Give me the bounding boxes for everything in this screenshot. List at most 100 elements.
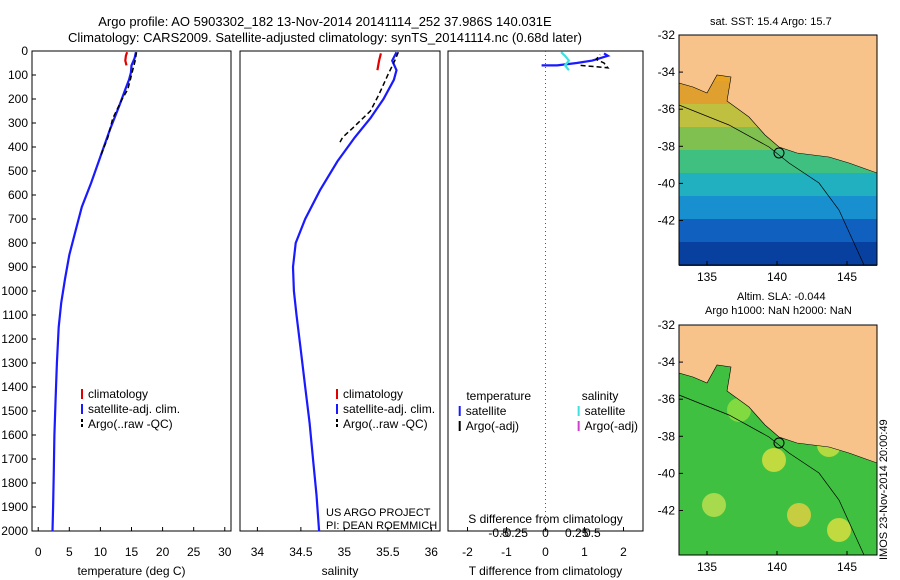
map-y-tick-label: -34 [658,65,676,79]
chart-title-line1: Argo profile: AO 5903302_182 13-Nov-2014… [98,14,552,29]
y-tick-label: 1700 [1,452,28,466]
map-x-tick-label: 140 [767,270,787,284]
map-y-tick-label: -32 [658,28,676,42]
x-axis-label-2: S difference from climatology [468,512,623,526]
x-tick-label: 35 [338,545,352,559]
series-line [376,53,382,71]
x-tick-label: -1 [501,545,512,559]
x-tick2-label: -0.5 [488,526,509,540]
x-tick-label: 5 [66,545,73,559]
x-tick-label: 2 [620,545,627,559]
legend-label: satellite-adj. clim. [88,402,180,416]
y-tick-label: 1100 [2,308,28,322]
series-line [541,52,611,67]
series-line [560,51,571,71]
x-tick-label: 34.5 [289,545,313,559]
y-tick-label: 2000 [1,524,28,538]
y-tick-label: 1900 [1,500,28,514]
land-mass [678,324,878,464]
map-y-tick-label: -42 [658,213,676,227]
legend-label: Argo(..raw -QC) [88,417,173,431]
sla-map-title-1: Altim. SLA: -0.044 [737,291,826,303]
x-tick-label: 25 [187,545,201,559]
legend-label: satellite [585,404,626,418]
y-tick-label: 800 [8,236,28,250]
panel-frame-temperature [31,50,232,532]
x-tick-label: 15 [125,545,139,559]
sst-band [679,242,877,266]
legend-header: temperature [466,389,531,403]
map-y-tick-label: -40 [658,176,676,190]
map-y-tick-label: -42 [658,503,676,517]
y-tick-label: 700 [8,212,28,226]
legend-label: satellite [466,404,507,418]
y-tick-label: 400 [8,140,28,154]
map-y-tick-label: -36 [658,102,676,116]
series-line [339,51,399,143]
legend-label: climatology [88,387,148,401]
x-axis-label: T difference from climatology [469,564,623,578]
map-x-tick-label: 135 [697,560,717,574]
x-tick-label: 30 [218,545,232,559]
map-y-tick-label: -32 [658,318,676,332]
x-tick2-label: 0 [542,526,549,540]
depth-contour [678,104,865,266]
sst-map-title: sat. SST: 15.4 Argo: 15.7 [710,16,832,28]
x-tick2-label: 0.5 [584,526,601,540]
x-tick-label: 0 [542,545,549,559]
x-tick-label: 36 [425,545,439,559]
sla-blob [787,503,811,527]
series-line [99,52,138,157]
series-line [291,51,398,532]
map-x-tick-label: 140 [767,560,787,574]
y-tick-label: 1300 [1,356,28,370]
y-tick-label: 900 [8,260,28,274]
legend-label: satellite-adj. clim. [343,402,435,416]
y-tick-label: 1800 [1,476,28,490]
x-tick-label: 1 [581,545,588,559]
map-x-tick-label: 145 [837,560,857,574]
sst-band [679,219,877,243]
map-y-tick-label: -40 [658,466,676,480]
y-tick-label: 200 [8,92,28,106]
map-y-tick-label: -38 [658,429,676,443]
map-frame [678,324,878,556]
y-tick-label: 100 [8,68,28,82]
y-tick-label: 500 [8,164,28,178]
map-x-tick-label: 135 [697,270,717,284]
x-tick-label: 34 [251,545,265,559]
y-tick-label: 1200 [1,332,28,346]
map-x-tick-label: 145 [837,270,857,284]
legend-label: Argo(..raw -QC) [343,417,428,431]
legend-header: salinity [582,389,619,403]
x-axis-label: temperature (deg C) [77,564,185,578]
map-frame [678,34,878,266]
sst-band [679,196,877,220]
legend-label: Argo(-adj) [466,419,519,433]
x-tick-label: 10 [94,545,108,559]
sla-blob [762,448,786,472]
project-label-1: US ARGO PROJECT [326,507,431,519]
y-tick-label: 300 [8,116,28,130]
land-mass [678,34,878,174]
project-label-2: PI: DEAN ROEMMICH [326,520,438,532]
y-tick-label: 1400 [1,380,28,394]
sla-blob [702,493,726,517]
sla-map-title-2: Argo h1000: NaN h2000: NaN [705,305,852,317]
x-axis-label: salinity [322,564,359,578]
chart-title-line2: Climatology: CARS2009. Satellite-adjuste… [67,30,582,45]
legend-label: climatology [343,387,403,401]
sst-band [679,173,877,197]
x-tick-label: -2 [462,545,473,559]
y-tick-label: 1500 [1,404,28,418]
sla-map [678,324,878,556]
y-tick-label: 1600 [1,428,28,442]
depth-contour [678,394,865,556]
x-tick2-label: 0.25 [565,526,589,540]
argo-location-marker [773,147,785,159]
x-tick-label: 0 [35,545,42,559]
y-tick-label: 0 [21,44,28,58]
panel-frame-salinity [239,50,441,532]
x-tick-label: 35.5 [376,545,400,559]
